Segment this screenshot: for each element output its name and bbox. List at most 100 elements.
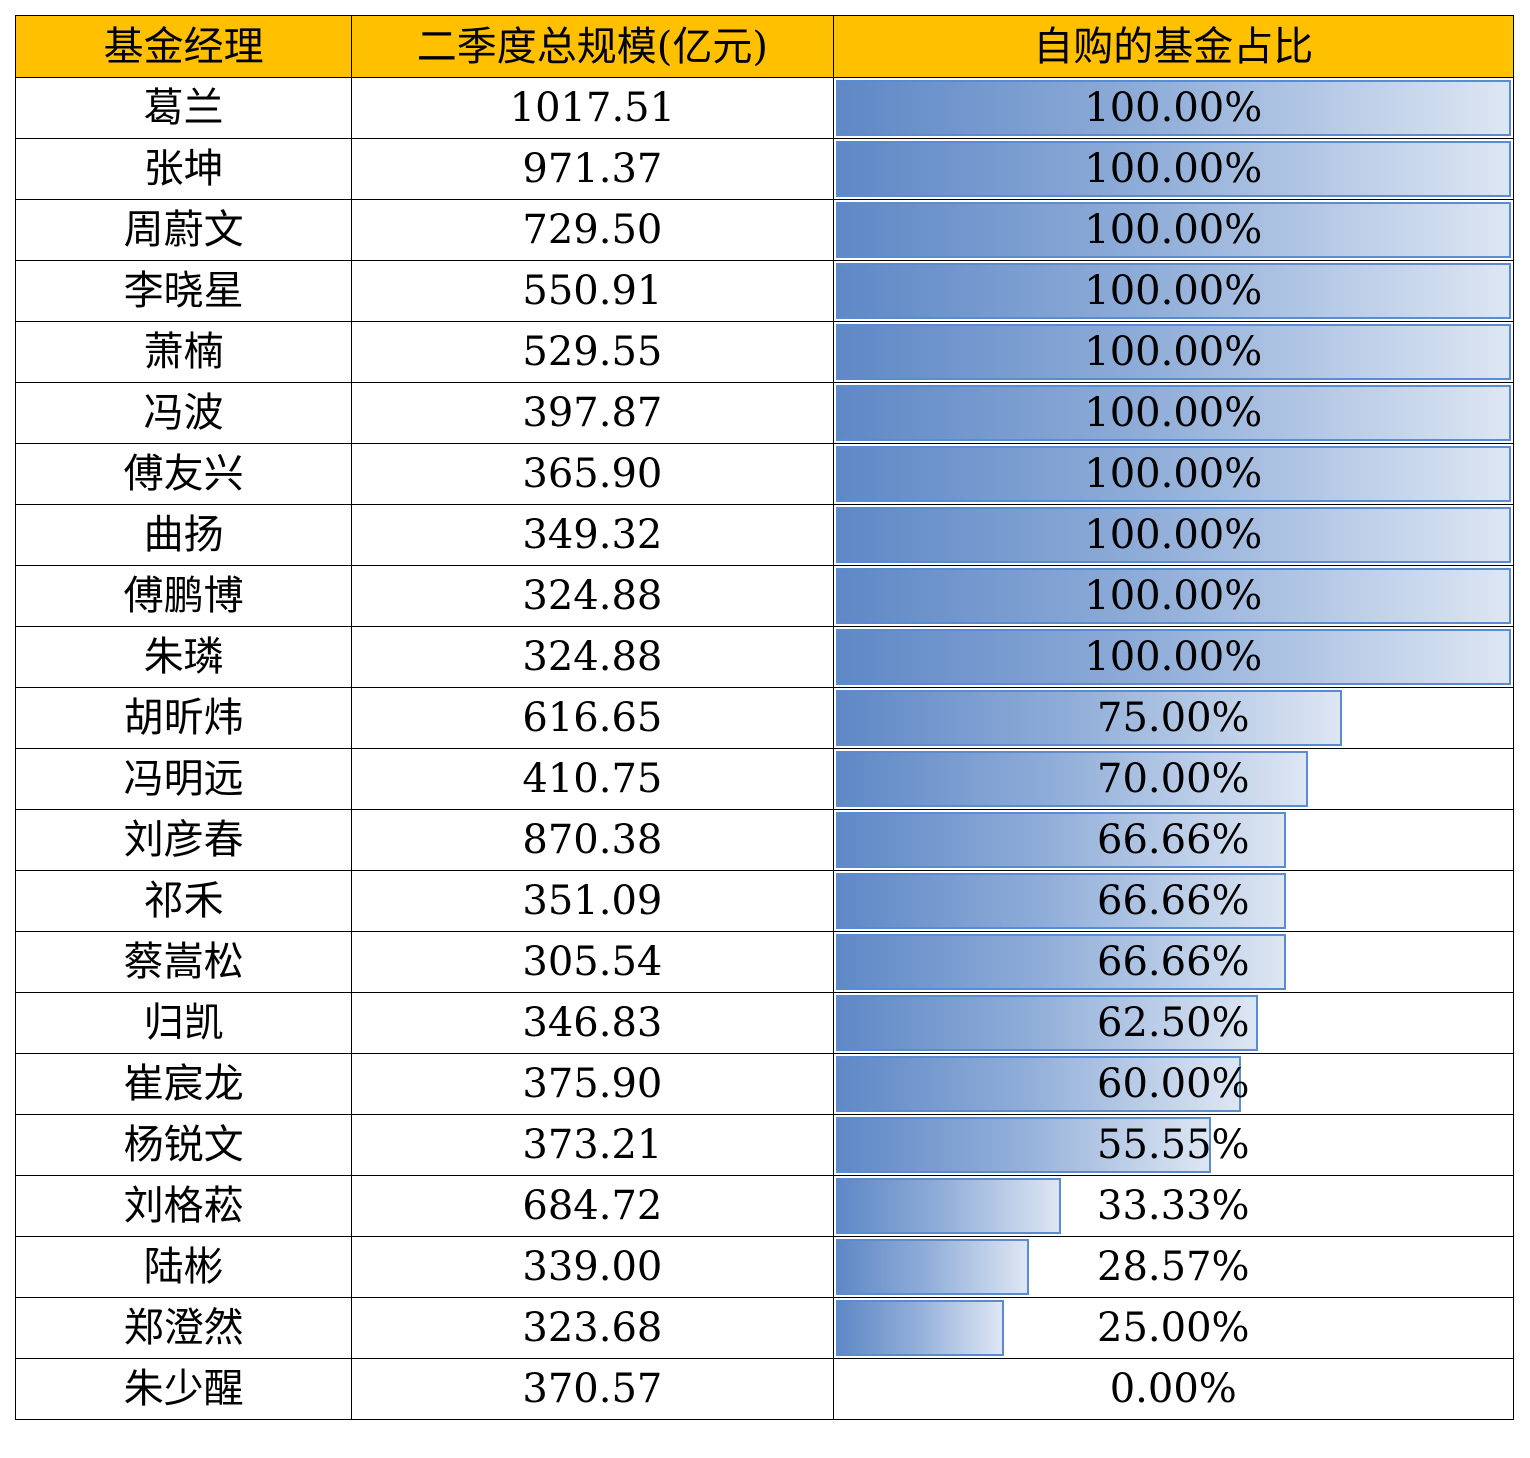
scale-value-cell: 410.75 [351,748,834,810]
table-body: 葛兰 1017.51 100.00% 张坤 971.37 100.00% 周蔚文 729.50… [14,77,1515,1420]
ratio-cell: 33.33% [832,1175,1515,1237]
manager-name-cell: 杨锐文 [14,1114,353,1176]
ratio-label: 62.50% [1097,1000,1250,1046]
ratio-data-bar [835,507,1511,563]
manager-name-cell: 郑澄然 [14,1297,353,1359]
table-row: 朱少醒 370.57 0.00% [14,1358,1515,1420]
ratio-cell: 100.00% [832,138,1515,200]
manager-name-cell: 胡昕炜 [14,687,353,749]
ratio-label: 100.00% [1084,451,1263,497]
fund-manager-table: 基金经理 二季度总规模(亿元) 自购的基金占比 葛兰 1017.51 100.00%… [14,15,1515,1420]
manager-name-cell: 崔宸龙 [14,1053,353,1115]
manager-name-cell: 朱璘 [14,626,353,688]
ratio-data-bar [835,934,1286,990]
scale-value-cell: 305.54 [351,931,834,993]
ratio-label: 100.00% [1084,512,1263,558]
ratio-data-bar [835,1239,1029,1295]
manager-name-cell: 葛兰 [14,77,353,139]
ratio-cell: 55.55% [832,1114,1515,1176]
ratio-cell: 0.00% [832,1358,1515,1420]
ratio-label: 100.00% [1084,390,1263,436]
table-row: 萧楠 529.55 100.00% [14,321,1515,383]
table-row: 傅鹏博 324.88 100.00% [14,565,1515,627]
ratio-cell: 100.00% [832,382,1515,444]
ratio-data-bar [835,873,1286,929]
scale-value-cell: 323.68 [351,1297,834,1359]
ratio-data-bar [835,812,1286,868]
ratio-cell: 60.00% [832,1053,1515,1115]
ratio-label: 100.00% [1084,573,1263,619]
manager-name-cell: 周蔚文 [14,199,353,261]
scale-value-cell: 375.90 [351,1053,834,1115]
table-row: 归凯 346.83 62.50% [14,992,1515,1054]
scale-value-cell: 729.50 [351,199,834,261]
ratio-label: 100.00% [1084,207,1263,253]
ratio-cell: 100.00% [832,626,1515,688]
ratio-data-bar [835,324,1511,380]
scale-value-cell: 324.88 [351,626,834,688]
ratio-data-bar [835,202,1511,258]
scale-value-cell: 684.72 [351,1175,834,1237]
table-row: 傅友兴 365.90 100.00% [14,443,1515,505]
ratio-data-bar [835,446,1511,502]
ratio-label: 55.55% [1097,1122,1250,1168]
scale-value-cell: 346.83 [351,992,834,1054]
scale-value-cell: 373.21 [351,1114,834,1176]
manager-name-cell: 冯明远 [14,748,353,810]
manager-name-cell: 李晓星 [14,260,353,322]
ratio-data-bar [835,1117,1211,1173]
manager-name-cell: 傅鹏博 [14,565,353,627]
ratio-data-bar [835,385,1511,441]
ratio-cell: 62.50% [832,992,1515,1054]
ratio-label: 66.66% [1097,939,1250,985]
manager-name-cell: 冯波 [14,382,353,444]
table-row: 刘彦春 870.38 66.66% [14,809,1515,871]
ratio-label: 70.00% [1097,756,1250,802]
ratio-label: 100.00% [1084,146,1263,192]
scale-value-cell: 870.38 [351,809,834,871]
manager-name-cell: 归凯 [14,992,353,1054]
table-row: 冯明远 410.75 70.00% [14,748,1515,810]
ratio-cell: 100.00% [832,443,1515,505]
scale-value-cell: 529.55 [351,321,834,383]
manager-name-cell: 蔡嵩松 [14,931,353,993]
ratio-data-bar [835,751,1309,807]
scale-value-cell: 349.32 [351,504,834,566]
ratio-label: 33.33% [1097,1183,1250,1229]
scale-value-cell: 1017.51 [351,77,834,139]
header-row: 基金经理 二季度总规模(亿元) 自购的基金占比 [14,15,1515,78]
ratio-data-bar [835,629,1511,685]
ratio-data-bar [835,690,1343,746]
header-manager: 基金经理 [14,15,353,78]
manager-name-cell: 朱少醒 [14,1358,353,1420]
manager-name-cell: 萧楠 [14,321,353,383]
ratio-cell: 25.00% [832,1297,1515,1359]
scale-value-cell: 324.88 [351,565,834,627]
header-scale: 二季度总规模(亿元) [351,15,834,78]
ratio-cell: 100.00% [832,565,1515,627]
ratio-label: 28.57% [1097,1244,1250,1290]
ratio-cell: 100.00% [832,321,1515,383]
table-row: 冯波 397.87 100.00% [14,382,1515,444]
ratio-cell: 66.66% [832,931,1515,993]
scale-value-cell: 550.91 [351,260,834,322]
ratio-data-bar [835,568,1511,624]
manager-name-cell: 傅友兴 [14,443,353,505]
table-row: 葛兰 1017.51 100.00% [14,77,1515,139]
table-row: 胡昕炜 616.65 75.00% [14,687,1515,749]
ratio-label: 75.00% [1097,695,1250,741]
scale-value-cell: 971.37 [351,138,834,200]
ratio-cell: 28.57% [832,1236,1515,1298]
ratio-data-bar [835,995,1258,1051]
ratio-cell: 100.00% [832,260,1515,322]
manager-name-cell: 陆彬 [14,1236,353,1298]
manager-name-cell: 祁禾 [14,870,353,932]
table-row: 杨锐文 373.21 55.55% [14,1114,1515,1176]
ratio-cell: 75.00% [832,687,1515,749]
ratio-label: 66.66% [1097,878,1250,924]
ratio-label: 100.00% [1084,268,1263,314]
table-row: 陆彬 339.00 28.57% [14,1236,1515,1298]
ratio-cell: 100.00% [832,199,1515,261]
ratio-label: 100.00% [1084,85,1263,131]
ratio-data-bar [835,1056,1241,1112]
